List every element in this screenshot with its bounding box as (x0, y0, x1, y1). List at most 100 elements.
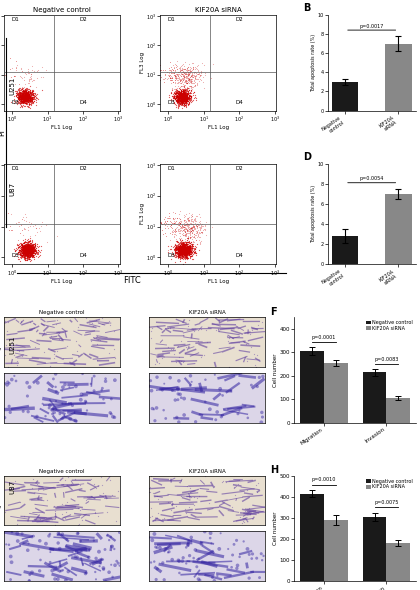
Point (26, 96, 33, 106)
Point (21, 244, 28, 254)
Point (26, 247, 32, 256)
Point (175, 250, 181, 259)
Point (25, 91, 32, 101)
Point (178, 247, 185, 257)
Point (182, 75, 189, 84)
Point (177, 100, 184, 109)
Point (72, 552, 79, 562)
Point (182, 75, 189, 84)
Point (20, 96, 26, 106)
Point (181, 96, 188, 106)
Point (191, 78, 197, 88)
Point (23, 250, 30, 260)
Point (18, 248, 25, 258)
Point (29, 250, 36, 260)
Point (177, 96, 184, 105)
Point (176, 91, 182, 101)
Point (175, 96, 181, 106)
Point (170, 93, 176, 103)
Point (182, 93, 189, 102)
Point (22, 95, 29, 104)
Point (192, 95, 199, 104)
Point (189, 254, 196, 264)
Point (20, 87, 27, 96)
Point (26, 242, 32, 251)
Point (17, 90, 24, 100)
Point (185, 241, 192, 251)
Point (23, 245, 29, 255)
Point (186, 215, 192, 225)
Point (158, 65, 165, 74)
Point (176, 241, 183, 250)
Point (178, 94, 185, 103)
Point (180, 254, 187, 263)
Point (19, 529, 26, 539)
Point (24, 86, 31, 96)
Point (183, 248, 189, 258)
Point (179, 94, 186, 104)
Point (177, 96, 184, 105)
Point (24, 97, 31, 107)
Point (29, 244, 36, 254)
Point (182, 90, 189, 99)
Text: U251: U251 (10, 336, 16, 355)
Point (184, 228, 190, 238)
Point (189, 249, 196, 258)
Point (28, 242, 35, 252)
Point (26, 97, 33, 107)
Point (22, 248, 29, 258)
Point (180, 64, 187, 73)
Point (184, 91, 190, 100)
Point (189, 243, 196, 253)
Point (19, 247, 26, 256)
Point (185, 245, 192, 255)
Point (26, 249, 33, 258)
Point (186, 244, 193, 253)
Point (191, 233, 198, 242)
Point (21, 90, 28, 100)
Y-axis label: FL3 Log: FL3 Log (140, 204, 144, 225)
Point (22, 98, 29, 107)
Point (182, 93, 189, 102)
Point (20, 248, 26, 257)
Point (24, 90, 30, 100)
Point (179, 222, 186, 231)
Point (27, 241, 34, 250)
Point (27, 250, 34, 260)
Point (146, 483, 153, 492)
Point (22, 245, 29, 255)
Point (187, 93, 194, 102)
Point (26, 95, 32, 104)
Point (20, 90, 27, 99)
Point (32, 250, 38, 259)
Point (182, 242, 189, 251)
Point (194, 228, 200, 237)
Point (180, 87, 186, 97)
Point (24, 93, 30, 103)
Point (184, 244, 191, 254)
Point (24, 242, 30, 252)
Point (21, 247, 28, 257)
Point (25, 247, 31, 257)
Point (178, 248, 185, 257)
Point (182, 251, 189, 260)
Point (147, 512, 154, 522)
Point (246, 503, 252, 513)
Point (19, 241, 26, 250)
Point (179, 237, 186, 247)
Point (29, 237, 35, 246)
Point (181, 64, 188, 74)
Point (179, 249, 186, 258)
Point (179, 238, 186, 248)
Point (24, 251, 31, 261)
Point (189, 62, 196, 71)
Point (18, 91, 25, 100)
Point (176, 91, 182, 101)
Point (24, 240, 31, 250)
Point (14, 90, 21, 100)
Point (23, 89, 29, 99)
Point (81, 349, 88, 359)
Point (33, 248, 39, 258)
Point (21, 246, 27, 255)
Point (177, 91, 184, 100)
